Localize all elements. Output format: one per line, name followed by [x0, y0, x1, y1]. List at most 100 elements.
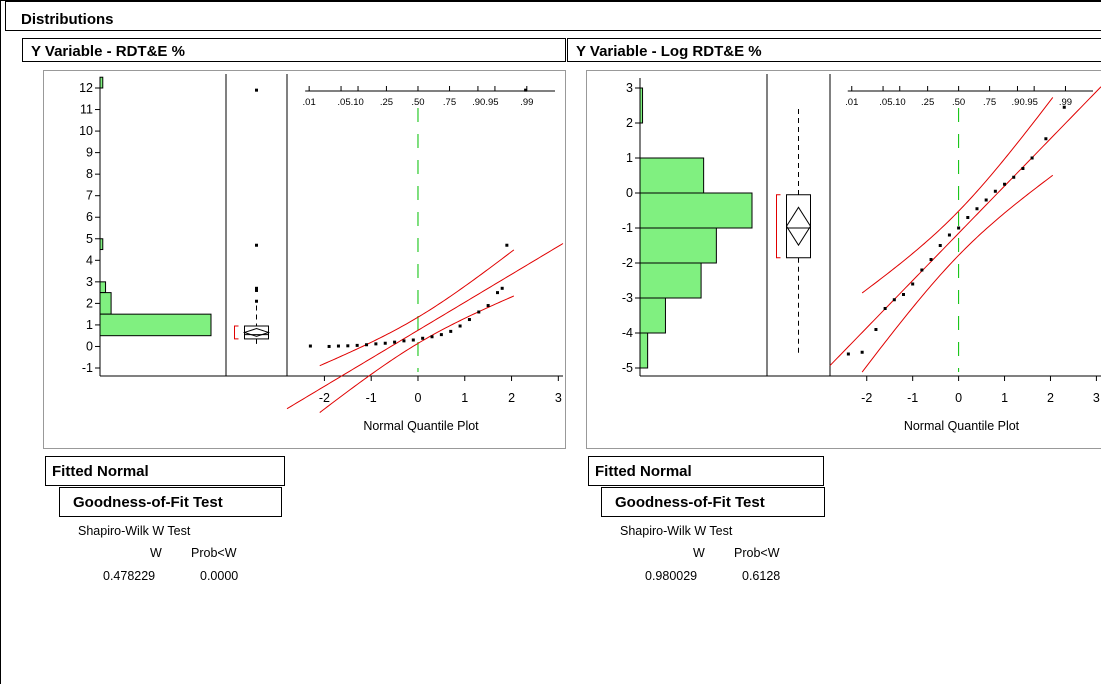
quantile-point [846, 352, 850, 356]
prob-tick-label: .90.95 [1012, 97, 1038, 108]
y-tick-label: -3 [622, 291, 633, 305]
quantile-point [374, 342, 378, 346]
quantile-point [860, 350, 864, 354]
y-tick-label: 4 [86, 253, 93, 267]
y-tick-label: 6 [86, 210, 93, 224]
distribution-plot-rdte: 1211109876543210-1.01.05.10.25.50.75.90.… [79, 74, 564, 433]
quantile-point [1030, 156, 1034, 160]
outlier-point [255, 288, 258, 292]
fitted-normal-header-log-rdte[interactable]: Fitted Normal [588, 456, 824, 486]
prob-tick-label: .01 [303, 97, 316, 108]
confidence-band-lower [319, 295, 515, 413]
shortest-half-bracket [234, 325, 239, 340]
y-tick-label: 0 [626, 186, 633, 200]
histogram-bar [639, 157, 705, 194]
histogram-bar [99, 238, 104, 251]
box-iqr [786, 194, 811, 259]
prob-tick-label: .50 [411, 97, 424, 108]
quantile-point [1044, 137, 1048, 141]
quantile-point [355, 343, 359, 347]
prob-tick-label: .75 [983, 97, 996, 108]
quantile-point [430, 335, 434, 339]
quantile-point [1003, 182, 1007, 186]
histogram-bar [639, 192, 753, 229]
quantile-point [421, 336, 425, 340]
x-tick-label: -1 [907, 391, 918, 405]
prob-tick-label: .50 [952, 97, 965, 108]
quantile-point [308, 344, 312, 348]
confidence-band-lower [861, 174, 1054, 373]
quantile-point [929, 258, 933, 261]
p-value-log-rdte: 0.6128 [742, 569, 781, 583]
y-tick-label: 8 [86, 167, 93, 181]
outlier-point [255, 243, 258, 247]
box-iqr [244, 325, 269, 340]
quantile-point [383, 341, 387, 345]
quantile-point [327, 344, 331, 348]
prob-tick-label: .01 [845, 97, 858, 108]
confidence-band-upper [319, 249, 515, 367]
quantile-point [901, 293, 905, 296]
y-tick-label: 9 [86, 146, 93, 160]
distribution-plot-log-rdte: 3 2 1 0 -1 -2 -3 -4 -5 .01 .05.10 .25 .50 .75 .90.95 .9… [622, 74, 1101, 433]
gof-header-log-rdte[interactable]: Goodness-of-Fit Test [601, 487, 825, 517]
quantile-point [458, 324, 462, 328]
histogram-bar [639, 297, 666, 334]
w-col-log-rdte: W [693, 546, 705, 560]
quantile-point [393, 340, 397, 344]
quantile-point [411, 338, 415, 342]
x-tick-label: 2 [1047, 391, 1054, 405]
quantile-point [883, 307, 887, 310]
histogram-bar [99, 313, 212, 337]
w-value-rdte: 0.478229 [103, 569, 156, 583]
quantile-point [524, 88, 528, 92]
y-tick-label: -5 [622, 361, 633, 375]
quantile-point [1012, 175, 1016, 179]
y-tick-label: 2 [626, 116, 633, 130]
histogram-bar [639, 227, 717, 264]
y-tick-label: 3 [86, 275, 93, 289]
prob-tick-label: .05.10 [337, 97, 363, 108]
histogram-bar [99, 292, 112, 315]
quantile-point [336, 344, 340, 348]
quantile-point [993, 189, 997, 193]
y-tick-label: 1 [86, 318, 93, 332]
prob-col-rdte: Prob<W [191, 546, 237, 560]
plot-frame-log-rdte [586, 70, 1101, 449]
y-tick-label: 5 [86, 232, 93, 246]
quantile-point [439, 333, 443, 337]
shortest-half-bracket [776, 194, 781, 259]
quantile-point [892, 298, 896, 302]
quantile-point [500, 286, 504, 290]
gof-header-rdte[interactable]: Goodness-of-Fit Test [59, 487, 282, 517]
distributions-title[interactable]: Distributions [5, 1, 1101, 31]
quantile-point [477, 310, 481, 314]
fitted-normal-header-rdte[interactable]: Fitted Normal [45, 456, 285, 486]
p-value-rdte: 0.0000 [200, 569, 239, 583]
y-tick-label: 12 [79, 81, 93, 95]
y-tick-label: -4 [622, 326, 633, 340]
x-tick-label: 3 [555, 391, 562, 405]
histogram-bar [639, 87, 644, 124]
x-tick-label: -1 [366, 391, 377, 405]
panel-header-rdte[interactable]: Y Variable - RDT&E % [22, 38, 566, 62]
quantile-point [1021, 167, 1025, 170]
quantile-point [874, 328, 878, 331]
panel-header-log-rdte[interactable]: Y Variable - Log RDT&E % [567, 38, 1101, 62]
outlier-point [255, 286, 258, 290]
x-tick-label: 1 [461, 391, 468, 405]
y-tick-label: -1 [622, 221, 633, 235]
prob-tick-label: .90.95 [472, 97, 498, 108]
test-name-rdte: Shapiro-Wilk W Test [78, 524, 191, 538]
quantile-point [402, 339, 406, 343]
outlier-point [255, 88, 258, 92]
w-col-rdte: W [150, 546, 162, 560]
quantile-point [486, 304, 490, 308]
quantile-point [1062, 105, 1066, 109]
prob-tick-label: .25 [921, 97, 934, 108]
quantile-point [984, 198, 988, 202]
w-value-log-rdte: 0.980029 [645, 569, 698, 583]
x-tick-label: 0 [415, 391, 422, 405]
histogram-bar [99, 76, 104, 89]
